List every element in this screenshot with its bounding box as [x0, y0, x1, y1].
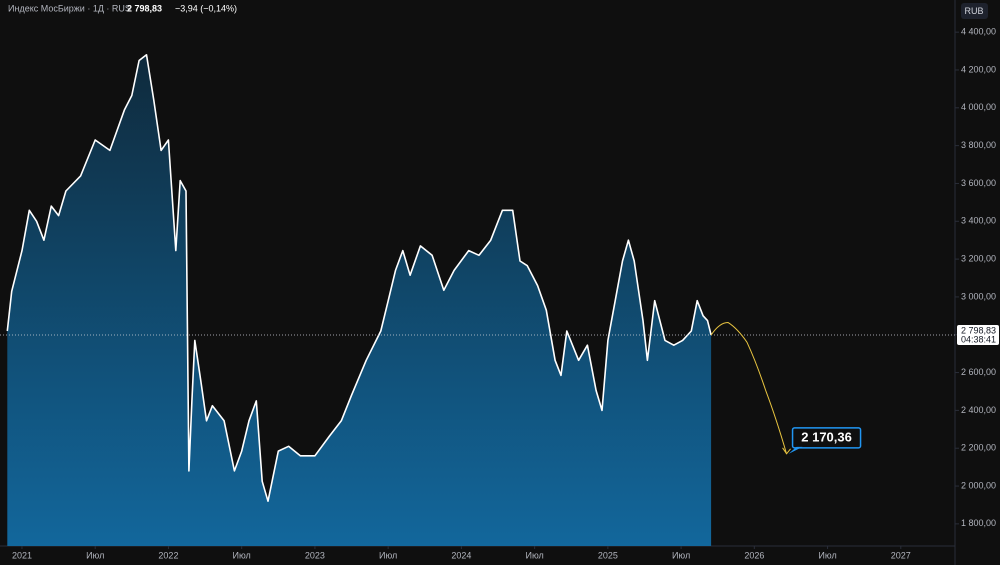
- y-tick-label: 4 000,00: [961, 102, 996, 112]
- forecast-label: 2 170,36: [801, 429, 852, 444]
- y-tick-label: 3 200,00: [961, 253, 996, 263]
- currency[interactable]: RUB: [964, 6, 983, 16]
- x-tick-label: Июл: [86, 550, 104, 560]
- y-tick-label: 2 200,00: [961, 443, 996, 453]
- x-tick-label: Июл: [379, 550, 397, 560]
- header-price: 2 798,83: [127, 3, 162, 13]
- y-tick-label: 2 400,00: [961, 405, 996, 415]
- x-tick-label: Июл: [525, 550, 543, 560]
- y-tick-label: 1 800,00: [961, 518, 996, 528]
- y-tick-label: 4 200,00: [961, 64, 996, 74]
- x-tick-label: 2026: [744, 550, 764, 560]
- last-price-box: [957, 324, 999, 345]
- x-tick-label: 2025: [598, 550, 618, 560]
- y-tick-label: 2 000,00: [961, 480, 996, 490]
- y-tick-label: 3 800,00: [961, 140, 996, 150]
- area-fill: [7, 54, 712, 547]
- x-tick-label: Июл: [672, 550, 690, 560]
- forecast-line: [710, 321, 788, 454]
- y-tick-label: 4 400,00: [961, 27, 996, 37]
- currency-box[interactable]: [961, 3, 988, 19]
- chart-title: Индекс МосБиржи · 1Д · RUS: [8, 3, 131, 13]
- x-tick-label: 2021: [12, 550, 32, 560]
- y-tick-label: 3 000,00: [961, 291, 996, 301]
- forecast-arrow: [782, 447, 791, 455]
- x-tick-label: Июл: [818, 550, 836, 560]
- x-tick-label: Июл: [233, 550, 251, 560]
- header-change: −3,94 (−0,14%): [175, 3, 237, 13]
- x-tick-label: 2024: [451, 550, 471, 560]
- y-tick-label: 2 600,00: [961, 367, 996, 377]
- x-tick-label: 2027: [891, 550, 911, 560]
- last-price-time: 04:38:41: [961, 334, 996, 344]
- x-tick-label: 2023: [305, 550, 325, 560]
- forecast-box: [791, 427, 862, 449]
- x-tick-label: 2022: [158, 550, 178, 560]
- forecast-pointer: [788, 446, 803, 454]
- y-tick-label: 3 600,00: [961, 178, 996, 188]
- price-line: [6, 54, 712, 502]
- y-tick-label: 3 400,00: [961, 216, 996, 226]
- last-price-label: 2 798,83: [961, 325, 996, 335]
